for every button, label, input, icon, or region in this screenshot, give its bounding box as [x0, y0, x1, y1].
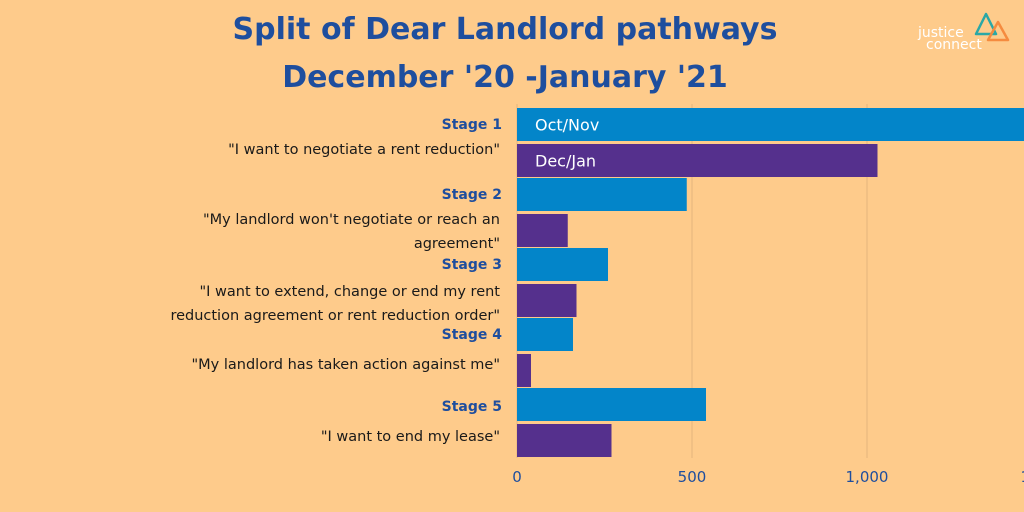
bar-oct-nov — [517, 248, 608, 281]
category-label: reduction agreement or rent reduction or… — [170, 308, 500, 324]
bar-dec-jan — [517, 424, 612, 457]
category-label: "I want to negotiate a rent reduction" — [228, 142, 500, 158]
x-tick-label: 1,000 — [846, 468, 889, 486]
category-label: "My landlord has taken action against me… — [191, 357, 500, 373]
chart-title: Split of Dear Landlord pathways — [232, 12, 778, 47]
bar-oct-nov — [517, 178, 687, 211]
x-tick-label: 1,500 — [1021, 468, 1024, 486]
category-label: "I want to end my lease" — [321, 429, 500, 445]
category-label: "I want to extend, change or end my rent — [199, 284, 500, 300]
stage-label: Stage 4 — [442, 327, 503, 343]
chart-subtitle: December '20 -January '21 — [282, 60, 728, 95]
logo-triangles-icon — [974, 12, 1010, 42]
logo-text-line2: connect — [926, 37, 982, 53]
bar-dec-jan — [517, 354, 531, 387]
x-tick-label: 500 — [678, 468, 707, 486]
bar-dec-jan — [517, 284, 577, 317]
stage-label: Stage 1 — [442, 117, 502, 133]
bar-oct-nov — [517, 108, 1024, 141]
bar-dec-jan — [517, 144, 878, 177]
series-label: Dec/Jan — [535, 152, 596, 171]
category-label: "My landlord won't negotiate or reach an — [203, 212, 500, 228]
justice-connect-logo: justice connect — [914, 12, 1014, 56]
x-tick-label: 0 — [512, 468, 522, 486]
stage-label: Stage 5 — [442, 399, 502, 415]
bar-oct-nov — [517, 318, 573, 351]
bar-oct-nov — [517, 388, 706, 421]
logo-text-line1: justice — [918, 25, 964, 41]
bar-dec-jan — [517, 214, 568, 247]
series-label: Oct/Nov — [535, 116, 599, 135]
stage-label: Stage 3 — [442, 257, 502, 273]
category-label: agreement" — [414, 236, 500, 252]
stage-label: Stage 2 — [442, 187, 502, 203]
